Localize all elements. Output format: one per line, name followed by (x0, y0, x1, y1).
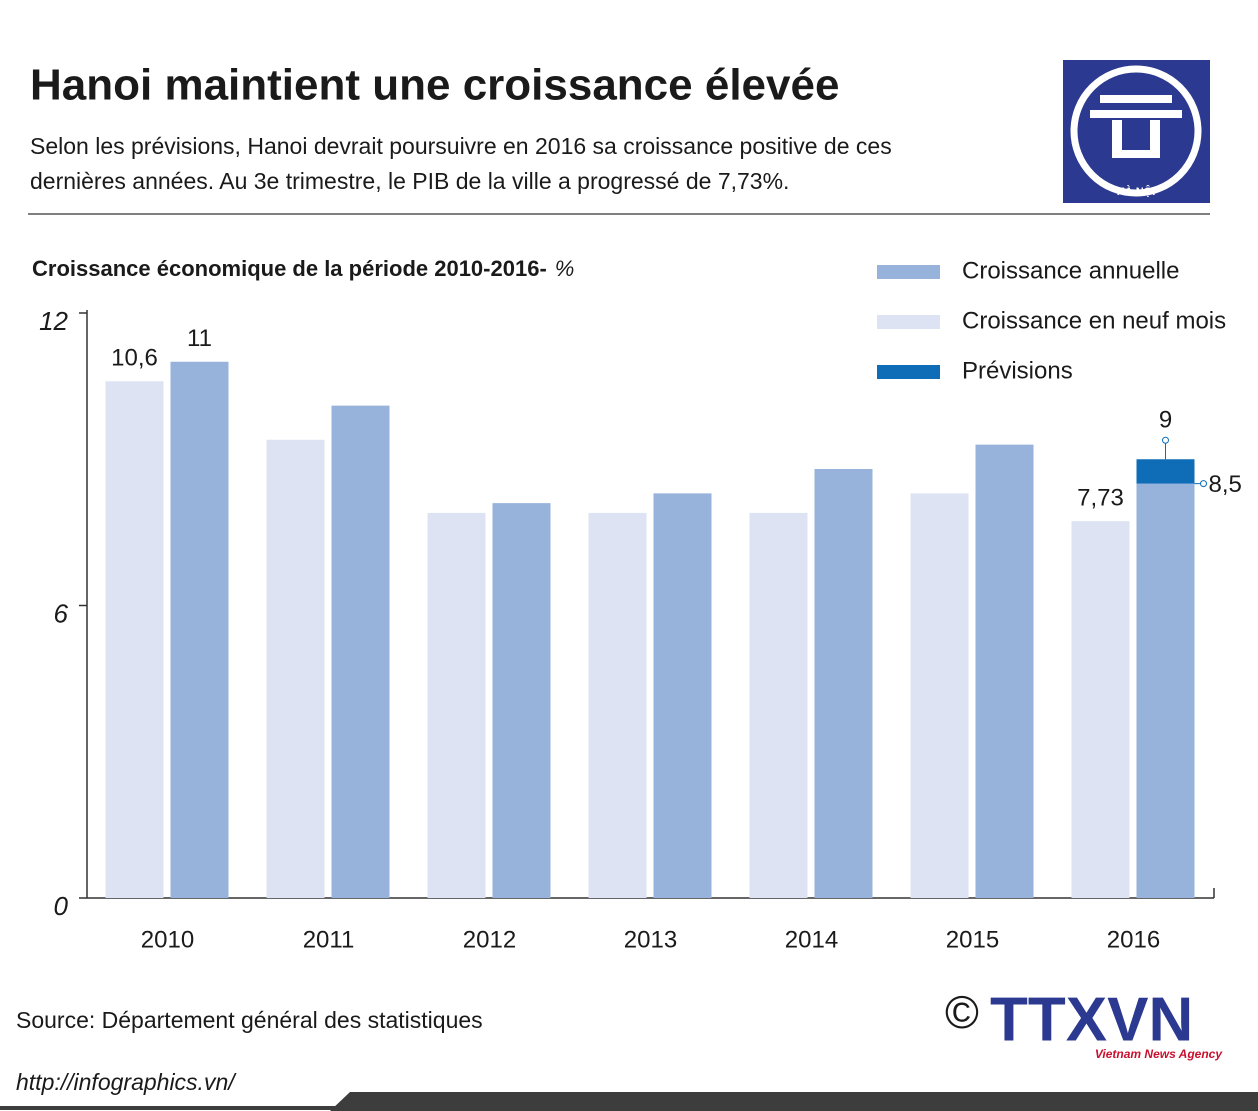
bar (975, 444, 1034, 898)
bar (331, 405, 390, 898)
data-label: 10,6 (111, 345, 158, 372)
y-tick-label: 6 (54, 598, 69, 628)
legend-label: Prévisions (962, 357, 1073, 384)
data-label: 9 (1159, 407, 1172, 434)
bar (814, 469, 873, 898)
data-label: 8,5 (1209, 471, 1242, 498)
x-tick-label: 2016 (1107, 926, 1160, 953)
legend-swatch (877, 265, 940, 279)
copyright: © (945, 986, 979, 1038)
forecast-bar (1136, 459, 1195, 484)
y-tick-label: 0 (54, 891, 69, 921)
data-label: 11 (187, 325, 212, 352)
x-tick-label: 2013 (624, 926, 677, 953)
chart-title: Croissance économique de la période 2010… (32, 256, 547, 281)
bar (492, 503, 551, 898)
url: http://infographics.vn/ (16, 1069, 237, 1095)
x-tick-label: 2012 (463, 926, 516, 953)
data-label: 7,73 (1077, 485, 1124, 512)
agency-sub: Vietnam News Agency (1095, 1047, 1223, 1061)
x-tick-label: 2015 (946, 926, 999, 953)
leader-dot (1162, 436, 1169, 444)
bar (170, 361, 229, 898)
title: Hanoi maintient une croissance élevée (30, 61, 839, 110)
bar (1136, 483, 1195, 898)
bar (653, 493, 712, 898)
leader-dot (1200, 480, 1207, 488)
bar (266, 439, 325, 898)
bar (910, 493, 969, 898)
footer-bar (330, 1092, 1258, 1111)
bar (427, 512, 486, 898)
source: Source: Département général des statisti… (16, 1007, 483, 1033)
y-tick-label: 12 (39, 306, 68, 336)
legend-swatch (877, 365, 940, 379)
agency-logo: TTXVN (990, 985, 1193, 1054)
legend-label: Croissance en neuf mois (962, 307, 1226, 334)
bar (1071, 521, 1130, 898)
legend-label: Croissance annuelle (962, 257, 1179, 284)
x-tick-label: 2014 (785, 926, 838, 953)
x-tick-label: 2011 (303, 926, 355, 953)
unit: % (555, 256, 575, 281)
city-logo: HÀ NỘI (1063, 60, 1210, 203)
subtitle: Selon les prévisions, Hanoi devrait pour… (30, 133, 892, 159)
x-tick-label: 2010 (141, 926, 194, 953)
bar (749, 512, 808, 898)
logo-text: HÀ NỘI (1117, 185, 1156, 198)
subtitle: dernières années. Au 3e trimestre, le PI… (30, 168, 789, 194)
bar (105, 381, 164, 898)
legend-swatch (877, 315, 940, 329)
bar (588, 512, 647, 898)
